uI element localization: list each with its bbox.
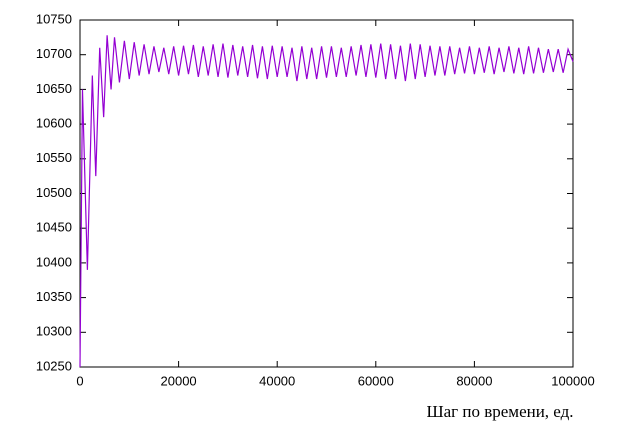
data-line: [79, 35, 574, 368]
x-tick-label: 100000: [551, 373, 594, 388]
x-tick-label: 20000: [161, 373, 197, 388]
y-tick-label: 10250: [36, 358, 72, 373]
plot-frame: [79, 19, 574, 368]
x-tick-label: 80000: [456, 373, 492, 388]
y-tick-label: 10500: [36, 185, 72, 200]
x-tick-label: 0: [76, 373, 83, 388]
y-tick-label: 10600: [36, 116, 72, 131]
x-tick-label: 40000: [259, 373, 295, 388]
y-tick-label: 10300: [36, 324, 72, 339]
y-tick-label: 10400: [36, 254, 72, 269]
y-tick-label: 10350: [36, 289, 72, 304]
y-tick-label: 10650: [36, 81, 72, 96]
y-tick-label: 10550: [36, 150, 72, 165]
y-tick-label: 10450: [36, 220, 72, 235]
x-axis-label: Шаг по времени, ед.: [426, 402, 573, 421]
y-tick-label: 10700: [36, 46, 72, 61]
x-tick-label: 60000: [358, 373, 394, 388]
y-tick-label: 10750: [36, 11, 72, 26]
